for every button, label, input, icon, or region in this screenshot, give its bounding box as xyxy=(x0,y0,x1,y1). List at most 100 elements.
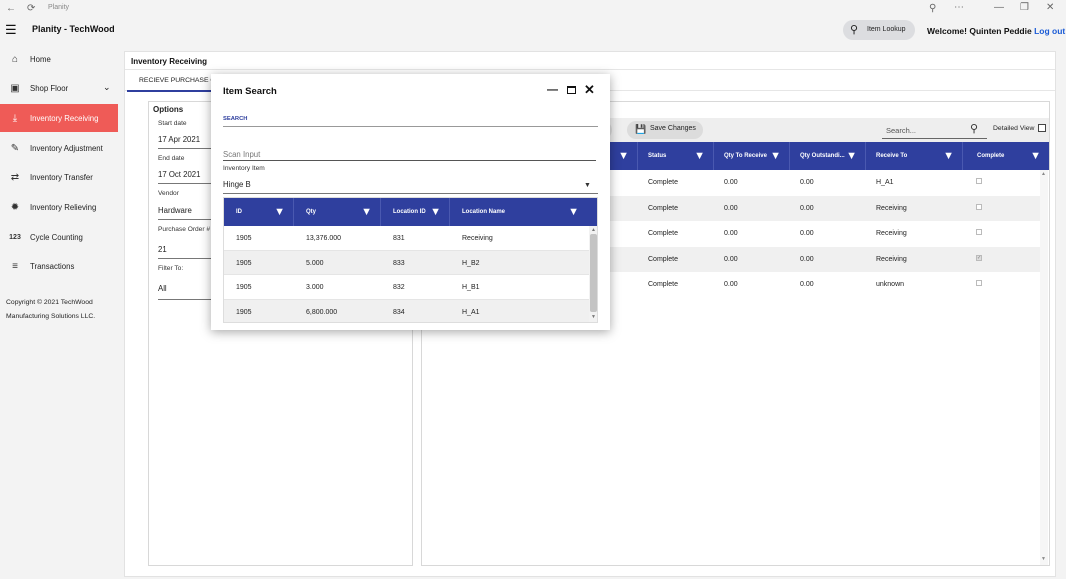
sidebar-item-transactions[interactable]: ≡ Transactions xyxy=(0,252,118,280)
cell-location-name: H_B1 xyxy=(462,284,480,291)
shop-floor-icon: ▣ xyxy=(10,82,20,94)
welcome-message: Welcome! Quinten Peddie Log out xyxy=(927,26,1065,36)
save-changes-button[interactable]: 💾 Save Changes xyxy=(627,121,703,139)
column-header-qty-outstanding[interactable]: Qty Outstandi... ▼ xyxy=(790,142,866,170)
filter-icon[interactable]: ▼ xyxy=(1030,150,1041,162)
filter-icon[interactable]: ▼ xyxy=(694,150,705,162)
cell-qty-to-receive: 0.00 xyxy=(724,230,738,237)
cell-qty-outstanding: 0.00 xyxy=(800,255,814,263)
table-row[interactable]: Complete 0.00 0.00 unknown xyxy=(422,272,1040,298)
scrollbar-thumb[interactable] xyxy=(590,234,597,312)
sidebar-item-home[interactable]: ⌂ Home xyxy=(0,45,118,73)
column-label: Location ID xyxy=(393,209,426,215)
detailed-view-label: Detailed View xyxy=(993,125,1035,132)
filter-icon[interactable]: ▼ xyxy=(618,150,629,162)
tab-receive-purchase-order[interactable]: RECIEVE PURCHASE O xyxy=(127,70,228,92)
maximize-icon[interactable] xyxy=(567,86,576,94)
table-header: ID ▼ Qty ▼ Location ID ▼ Location Name ▼ xyxy=(224,198,597,226)
minimize-window-icon[interactable]: — xyxy=(994,2,1004,13)
grid-scrollbar[interactable]: ▲ ▼ xyxy=(1040,170,1048,565)
filter-select[interactable]: All xyxy=(158,284,167,293)
column-header-location-id[interactable]: Location ID ▼ xyxy=(381,198,450,226)
column-label: Qty xyxy=(306,209,317,215)
list-icon: ≡ xyxy=(12,260,18,272)
divider xyxy=(223,126,598,127)
item-lookup-button[interactable]: ⚲ Item Lookup xyxy=(843,20,915,40)
copyright-line: Copyright © 2021 TechWood xyxy=(6,299,93,306)
table-row[interactable]: 1905 13,376.000 831 Receiving xyxy=(224,226,589,251)
window-title: Planity xyxy=(48,4,70,11)
filter-icon[interactable]: ▼ xyxy=(274,206,285,218)
complete-checkbox[interactable] xyxy=(976,178,982,184)
scroll-up-icon[interactable]: ▲ xyxy=(591,227,596,233)
scroll-down-icon[interactable]: ▼ xyxy=(1041,556,1046,562)
sidebar-item-shop-floor[interactable]: ▣ Shop Floor ⌄ xyxy=(0,74,118,102)
filter-icon[interactable]: ▼ xyxy=(361,206,372,218)
close-icon[interactable]: ✕ xyxy=(584,82,595,97)
scroll-up-icon[interactable]: ▲ xyxy=(1041,171,1046,177)
more-options-icon[interactable]: ⋯ xyxy=(954,2,964,13)
sidebar-item-inventory-receiving[interactable]: ⤓ Inventory Receiving xyxy=(0,104,118,132)
cell-qty-outstanding: 0.00 xyxy=(800,281,814,288)
table-row[interactable]: 1905 5.000 833 H_B2 xyxy=(224,250,589,275)
zoom-icon[interactable]: ⚲ xyxy=(929,3,937,14)
minimize-icon[interactable]: — xyxy=(547,84,558,96)
filter-icon[interactable]: ▼ xyxy=(430,206,441,218)
scan-input[interactable] xyxy=(223,149,596,161)
complete-checkbox[interactable] xyxy=(976,229,982,235)
filter-icon[interactable]: ▼ xyxy=(943,150,954,162)
scroll-down-icon[interactable]: ▼ xyxy=(591,314,596,320)
chevron-down-icon[interactable]: ⌄ xyxy=(103,82,111,92)
filter-icon[interactable]: ▼ xyxy=(846,150,857,162)
complete-checkbox[interactable] xyxy=(976,280,982,286)
column-header-location-name[interactable]: Location Name ▼ xyxy=(450,198,597,226)
end-date-label: End date xyxy=(158,155,185,162)
refresh-icon[interactable]: ⟳ xyxy=(27,3,36,14)
search-icon[interactable]: ⚲ xyxy=(970,123,979,135)
table-row[interactable]: Complete 0.00 0.00 H_A1 xyxy=(422,170,1040,196)
logout-link[interactable]: Log out xyxy=(1034,26,1066,36)
cell-status: Complete xyxy=(648,230,678,237)
filter-icon[interactable]: ▼ xyxy=(568,206,579,218)
column-header-qty-to-receive[interactable]: Qty To Receive ▼ xyxy=(714,142,790,170)
close-window-icon[interactable]: ✕ xyxy=(1046,2,1055,13)
column-header-qty[interactable]: Qty ▼ xyxy=(294,198,381,226)
cell-location-id: 833 xyxy=(393,259,405,267)
table-row[interactable]: Complete 0.00 0.00 Receiving xyxy=(422,221,1040,247)
dropdown-arrow-icon[interactable]: ▼ xyxy=(584,182,591,189)
cell-qty: 5.000 xyxy=(306,259,324,267)
sidebar-item-cycle-counting[interactable]: 123 Cycle Counting xyxy=(0,223,118,251)
vendor-select[interactable]: Hardware xyxy=(158,206,192,215)
back-arrow-icon[interactable]: ← xyxy=(6,3,16,14)
restore-window-icon[interactable]: ❐ xyxy=(1020,2,1029,13)
save-icon: 💾 xyxy=(635,124,647,134)
divider xyxy=(223,193,598,194)
cell-id: 1905 xyxy=(236,308,252,316)
detailed-view-checkbox[interactable] xyxy=(1038,124,1046,132)
filter-icon[interactable]: ▼ xyxy=(770,150,781,162)
app-name: Planity - TechWood xyxy=(32,24,115,34)
sidebar-item-label: Home xyxy=(30,54,51,64)
table-row[interactable]: 1905 6,800.000 834 H_A1 xyxy=(224,299,589,322)
sidebar-item-inventory-relieving[interactable]: ✹ Inventory Relieving xyxy=(0,193,118,221)
item-location-table: ID ▼ Qty ▼ Location ID ▼ Location Name ▼… xyxy=(223,197,598,323)
purchase-order-select[interactable]: 21 xyxy=(158,245,167,254)
options-title: Options xyxy=(153,105,184,114)
start-date-field[interactable]: 17 Apr 2021 xyxy=(158,135,201,144)
end-date-field[interactable]: 17 Oct 2021 xyxy=(158,170,201,179)
hamburger-menu-icon[interactable]: ☰ xyxy=(5,22,17,37)
column-header-status[interactable]: Status ▼ xyxy=(638,142,714,170)
purchase-order-label: Purchase Order # xyxy=(158,226,211,233)
column-label: Qty Outstandi... xyxy=(800,153,845,159)
complete-checkbox[interactable] xyxy=(976,203,982,210)
cell-location-name: H_A1 xyxy=(462,308,480,316)
grid-search-input[interactable]: Search... xyxy=(882,121,987,139)
column-header-receive-to[interactable]: Receive To ▼ xyxy=(866,142,963,170)
sidebar-item-inventory-transfer[interactable]: ⇄ Inventory Transfer xyxy=(0,163,118,191)
sidebar-item-inventory-adjustment[interactable]: ✎ Inventory Adjustment xyxy=(0,134,118,162)
column-header-id[interactable]: ID ▼ xyxy=(224,198,294,226)
complete-checkbox[interactable]: ✓ xyxy=(976,254,982,261)
column-header-complete[interactable]: Complete ▼ xyxy=(963,142,1049,170)
inventory-item-select[interactable]: Hinge B xyxy=(223,180,251,189)
table-row[interactable]: 1905 3.000 832 H_B1 xyxy=(224,275,589,300)
